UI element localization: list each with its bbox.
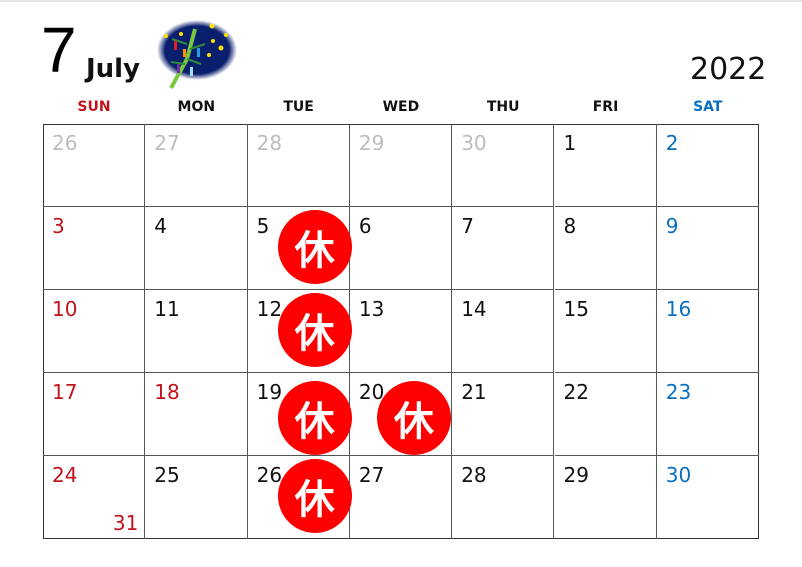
day-cell[interactable]: 10 — [43, 290, 146, 373]
day-number: 25 — [154, 463, 180, 487]
day-cell[interactable]: 4 — [145, 207, 248, 290]
weekday-header-sat: SAT — [693, 99, 723, 115]
day-cell[interactable]: 27 — [145, 124, 248, 207]
day-cell[interactable]: 8 — [554, 207, 657, 290]
day-cell[interactable]: 22 — [554, 373, 657, 456]
day-cell[interactable]: 13 — [349, 290, 453, 373]
day-number: 29 — [358, 131, 385, 155]
day-number: 3 — [52, 214, 65, 238]
day-number: 30 — [461, 131, 487, 155]
year: 2022 — [690, 52, 767, 87]
day-cell[interactable]: 27 — [350, 456, 453, 539]
day-number: 26 — [256, 463, 283, 487]
day-number: 27 — [358, 463, 385, 487]
day-number: 17 — [52, 380, 78, 404]
day-number: 11 — [154, 297, 180, 321]
day-number: 9 — [665, 214, 679, 238]
day-number: 2 — [665, 131, 679, 155]
day-number: 16 — [665, 297, 692, 321]
day-number: 18 — [154, 380, 180, 404]
day-cell[interactable]: 28 — [247, 124, 350, 207]
weekday-header-thu: THU — [486, 99, 520, 115]
day-cell[interactable]: 7 — [452, 207, 555, 290]
day-cell[interactable]: 20 — [349, 373, 453, 456]
day-cell[interactable]: 29 — [349, 124, 453, 207]
day-cell[interactable]: 29 — [555, 456, 657, 539]
closed-day-badge: 休 — [277, 381, 352, 455]
day-number: 12 — [256, 297, 283, 321]
day-cell[interactable]: 26 — [43, 124, 146, 207]
day-number: 4 — [154, 214, 168, 238]
day-number: 15 — [563, 297, 589, 321]
day-number: 14 — [461, 297, 487, 321]
day-number: 24 — [52, 463, 78, 487]
day-cell[interactable]: 12 — [247, 290, 350, 373]
day-number: 22 — [563, 380, 589, 404]
extra-day-number: 31 — [112, 511, 139, 535]
day-number: 20 — [358, 380, 385, 404]
day-number: 21 — [461, 380, 487, 404]
day-number: 27 — [154, 131, 180, 155]
day-number: 1 — [563, 131, 577, 155]
day-cell[interactable]: 30 — [452, 124, 555, 207]
closed-day-badge: 休 — [277, 210, 352, 284]
day-cell[interactable]: 6 — [349, 207, 453, 290]
day-number: 23 — [665, 380, 692, 404]
weekday-header-fri: FRI — [592, 99, 619, 115]
day-number: 10 — [52, 297, 78, 321]
day-cell[interactable]: 15 — [554, 290, 657, 373]
day-number: 6 — [358, 214, 372, 238]
calendar-grid: 26 27 28 29 30 1 2 3 4 5 6 7 8 9 10 11 12 13 14 15 16 17 18 19 2… — [43, 124, 760, 539]
day-cell[interactable]: 28 — [452, 456, 555, 539]
weekday-header-mon: MON — [177, 99, 216, 115]
day-number: 30 — [665, 463, 692, 487]
day-cell[interactable]: 14 — [452, 290, 555, 373]
day-cell[interactable]: 11 — [145, 290, 248, 373]
closed-day-badge: 休 — [277, 293, 352, 367]
day-cell[interactable]: 17 — [43, 373, 146, 456]
day-number: 8 — [563, 214, 577, 238]
day-cell[interactable]: 30 — [657, 456, 759, 539]
day-number: 28 — [256, 131, 283, 155]
day-number: 13 — [358, 297, 385, 321]
day-cell[interactable]: 24 31 — [43, 456, 146, 539]
closed-day-badge: 休 — [277, 459, 352, 533]
day-cell[interactable]: 1 — [554, 124, 657, 207]
day-number: 19 — [256, 380, 283, 404]
weekday-header-tue: TUE — [283, 99, 314, 115]
day-number: 26 — [52, 131, 78, 155]
weekday-header-wed: WED — [382, 99, 420, 115]
day-number: 28 — [461, 463, 487, 487]
day-cell[interactable]: 3 — [43, 207, 146, 290]
day-number: 7 — [461, 214, 474, 238]
day-cell[interactable]: 25 — [145, 456, 248, 539]
day-number: 29 — [563, 463, 589, 487]
day-cell[interactable]: 2 — [656, 124, 760, 207]
day-cell[interactable]: 23 — [656, 373, 760, 456]
closed-day-badge: 休 — [376, 381, 451, 455]
day-number: 5 — [256, 214, 270, 238]
day-cell[interactable]: 16 — [656, 290, 760, 373]
month-name: July — [86, 54, 141, 84]
weekday-header-sun: SUN — [77, 99, 111, 115]
day-cell[interactable]: 18 — [145, 373, 248, 456]
day-cell[interactable]: 21 — [452, 373, 555, 456]
tanabata-illustration-icon — [157, 20, 237, 89]
month-number: 7 — [41, 14, 77, 86]
day-cell[interactable]: 9 — [656, 207, 760, 290]
